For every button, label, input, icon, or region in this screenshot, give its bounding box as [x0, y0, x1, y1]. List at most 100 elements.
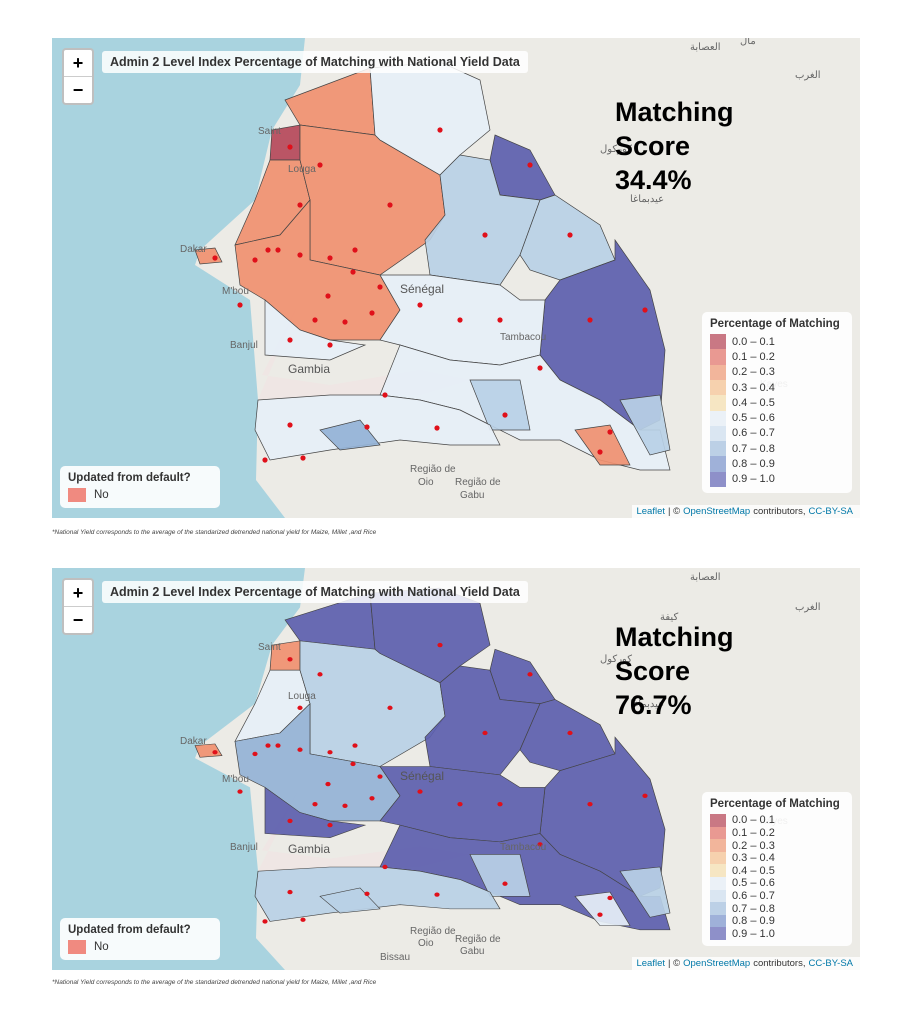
legend-label: 0.5 – 0.6	[732, 412, 775, 425]
region-centroid	[502, 881, 508, 886]
region-centroid	[587, 801, 593, 807]
place-label: Saint	[258, 126, 281, 137]
zoom-in[interactable]: +	[64, 50, 92, 77]
map-title: Admin 2 Level Index Percentage of Matchi…	[102, 51, 528, 73]
attribution-part[interactable]: Leaflet	[636, 958, 665, 969]
legend-title: Percentage of Matching	[710, 318, 840, 331]
region-centroid	[342, 319, 348, 325]
region-centroid	[457, 317, 463, 323]
place-label: Louga	[288, 691, 316, 702]
score-line: 76.7%	[615, 690, 692, 720]
attribution-part: | ©	[668, 506, 681, 517]
legend-label: 0.1 – 0.2	[732, 826, 775, 839]
region-centroid	[437, 642, 443, 648]
region-centroid	[382, 864, 388, 870]
map-layer	[52, 568, 671, 970]
place-label: Dakar	[180, 244, 207, 255]
place-label: Tambacou	[500, 842, 547, 853]
legend-swatch	[710, 839, 726, 852]
region-centroid	[252, 257, 258, 263]
legend-swatch	[710, 927, 726, 940]
updated-legend: Updated from default? No	[60, 918, 220, 960]
legend-row: 0.9 – 1.0	[710, 471, 844, 487]
region-centroid	[265, 743, 271, 748]
map-panel: Saint Louga Dakar M'bou Banjul Gambia Sénégal T…	[52, 38, 860, 518]
attribution-part[interactable]: OpenStreetMap	[683, 958, 751, 969]
region-centroid	[377, 774, 383, 779]
region-centroid	[382, 392, 388, 398]
region-centroid	[297, 252, 303, 258]
attribution-part[interactable]: Leaflet	[636, 506, 665, 517]
place-label: Sénégal	[400, 769, 445, 783]
region-centroid	[642, 307, 648, 313]
legend-label: 0.2 – 0.3	[732, 366, 775, 379]
region-centroid	[350, 269, 356, 275]
legend-label: 0.0 – 0.1	[732, 335, 775, 348]
place-label: Saint	[258, 642, 281, 653]
region-centroid	[497, 801, 503, 807]
legend-row: 0.8 – 0.9	[710, 456, 844, 472]
zoom-in[interactable]: +	[64, 580, 92, 607]
place-label: Região de	[410, 464, 456, 475]
place-label: Oio	[418, 477, 434, 488]
sea	[52, 38, 305, 518]
region-centroid	[287, 144, 293, 150]
legend-row: 0.7 – 0.8	[710, 441, 844, 457]
updated-title: Updated from default?	[68, 924, 191, 936]
place-label: Gabu	[460, 490, 485, 501]
region	[469, 854, 531, 897]
attribution-part[interactable]: CC-BY-SA	[808, 958, 853, 969]
zoom-control: + −	[62, 578, 94, 635]
region-centroid	[387, 202, 393, 208]
place-label: Região de	[455, 477, 501, 488]
legend-row: 0.7 – 0.8	[710, 902, 844, 915]
map	[52, 38, 671, 518]
legend-row: 0.1 – 0.2	[710, 349, 844, 365]
legend-swatch	[710, 814, 726, 827]
region-centroid	[287, 422, 293, 428]
legend-label: 0.3 – 0.4	[732, 852, 775, 865]
legend-swatch	[710, 425, 726, 442]
legend-row: 0.3 – 0.4	[710, 851, 844, 865]
legend-swatch	[710, 349, 726, 365]
updated-title: Updated from default?	[68, 472, 191, 484]
legend-label: 0.3 – 0.4	[732, 381, 775, 394]
attribution: Leaflet | © OpenStreetMap contributors, CC-B…	[632, 957, 860, 970]
region-centroid	[275, 247, 281, 253]
region-centroid	[482, 232, 488, 238]
region-centroid	[327, 750, 333, 755]
map	[52, 568, 671, 970]
region-centroid	[297, 705, 303, 711]
place-label: Tambacou	[500, 332, 547, 343]
legend: Percentage of Matching 0.0 – 0.1 0.1 – 0.2…	[702, 312, 852, 493]
attribution-part[interactable]: CC-BY-SA	[808, 506, 853, 517]
zoom-out[interactable]: −	[72, 610, 84, 630]
region-centroid	[287, 657, 293, 662]
attribution-part[interactable]: OpenStreetMap	[683, 506, 751, 517]
score-line: Score	[615, 656, 691, 686]
region-centroid	[387, 705, 393, 711]
score-line: 34.4%	[615, 165, 692, 195]
legend-swatch	[710, 864, 726, 878]
region	[574, 424, 631, 466]
legend-label: 0.2 – 0.3	[732, 839, 775, 852]
region	[254, 394, 501, 461]
region-centroid	[212, 255, 218, 261]
matching-score: Matching Score 34.4%	[615, 95, 734, 197]
region-centroid	[327, 342, 333, 348]
legend-swatch	[710, 441, 726, 457]
zoom-out[interactable]: −	[72, 80, 84, 100]
region-centroid	[312, 801, 318, 807]
place-label: Banjul	[230, 340, 258, 351]
matching-score: Matching Score 76.7%	[615, 620, 734, 722]
updated-swatch	[68, 488, 86, 502]
place-label: كوركول	[600, 144, 632, 155]
region-centroid	[265, 247, 271, 253]
region-centroid	[237, 302, 243, 308]
legend-swatch	[710, 395, 726, 411]
region	[264, 299, 367, 361]
place-label: Sénégal	[400, 282, 445, 296]
region-centroid	[364, 891, 370, 896]
place-label: عيدبماغا	[630, 194, 665, 205]
